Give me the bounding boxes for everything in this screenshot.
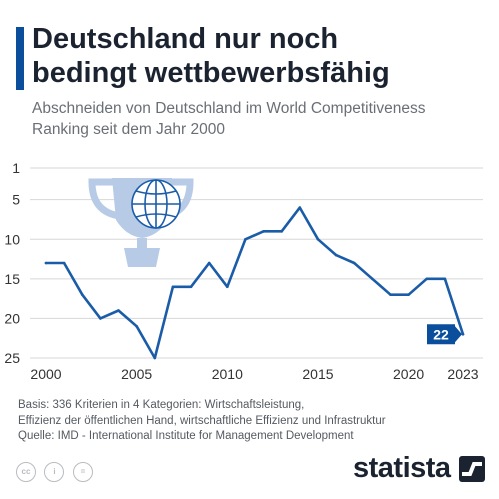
data-point (407, 293, 410, 296)
title-line-1: Deutschland nur noch (32, 23, 339, 55)
y-tick-label: 25 (4, 350, 20, 366)
statista-logo[interactable]: statista (353, 452, 485, 485)
trophy-globe-icon (88, 178, 194, 267)
data-point (226, 285, 229, 289)
statista-logo-mark-icon (459, 455, 485, 482)
x-tick-label: 2020 (393, 366, 424, 382)
data-point (80, 293, 84, 296)
series-layer (44, 206, 465, 360)
title-line-2: bedingt wettbewerbsfähig (32, 57, 390, 89)
data-point (99, 317, 102, 320)
data-point (352, 261, 356, 265)
data-point (425, 277, 429, 281)
y-tick-label: 5 (12, 192, 20, 208)
annotation-box (427, 324, 455, 345)
equals-icon[interactable]: = (72, 462, 93, 482)
x-tick-label: 2010 (212, 366, 243, 382)
data-point (280, 230, 283, 233)
data-point (244, 237, 247, 241)
data-point (44, 261, 48, 265)
data-point (62, 261, 66, 265)
data-point (298, 206, 302, 209)
y-tick-label: 1 (12, 160, 20, 176)
trophy-base (124, 248, 160, 267)
data-point (207, 261, 211, 265)
x-axis-labels: 2000 2005 2010 2015 2020 2023 (30, 366, 478, 382)
data-point (316, 237, 320, 241)
page-title: Deutschland nur noch bedingt wettbewerbs… (32, 22, 487, 90)
data-point (389, 293, 392, 296)
y-tick-label: 10 (4, 231, 20, 247)
data-point (135, 325, 138, 328)
data-point (153, 356, 157, 360)
data-point (189, 285, 193, 289)
subtitle-line-1: Abschneiden von Deutschland im World Com… (32, 100, 426, 117)
footnote-basis-line-2: Effizienz der öffentlichen Hand, wirtsch… (18, 414, 386, 427)
title-accent-bar (16, 27, 24, 90)
trophy-left-handle (88, 178, 121, 220)
page-subtitle: Abschneiden von Deutschland im World Com… (32, 98, 487, 140)
footnote: Basis: 336 Kriterien in 4 Kategorien: Wi… (18, 398, 488, 445)
data-point (334, 253, 338, 257)
data-point (117, 309, 120, 312)
footnote-source: Quelle: IMD - International Institute fo… (18, 430, 354, 442)
statista-wordmark: statista (353, 452, 451, 484)
annotation-pointer (455, 326, 462, 343)
globe-icon (131, 179, 181, 229)
series-line (44, 206, 465, 360)
annotation-label: 22 (433, 326, 449, 342)
person-icon[interactable]: i (44, 462, 65, 482)
x-tick-label: 2023 (447, 366, 478, 382)
data-point (443, 277, 447, 281)
x-tick-label: 2015 (302, 366, 333, 382)
grid-lines (30, 167, 483, 359)
y-tick-label: 20 (4, 310, 20, 326)
footnote-basis-line-1: Basis: 336 Kriterien in 4 Kategorien: Wi… (18, 399, 305, 411)
cc-icon[interactable]: cc (16, 462, 36, 482)
subtitle-line-2: Ranking seit dem Jahr 2000 (32, 121, 226, 138)
data-point (461, 332, 465, 336)
x-tick-label: 2000 (30, 366, 61, 382)
last-value-annotation: 22 (427, 324, 462, 345)
data-point (262, 230, 265, 233)
data-point (371, 277, 374, 281)
license-icons: cc i = (16, 461, 97, 482)
y-tick-label: 15 (4, 271, 20, 287)
trophy-stem (137, 238, 147, 248)
x-tick-label: 2005 (121, 366, 152, 382)
data-point (171, 285, 175, 289)
